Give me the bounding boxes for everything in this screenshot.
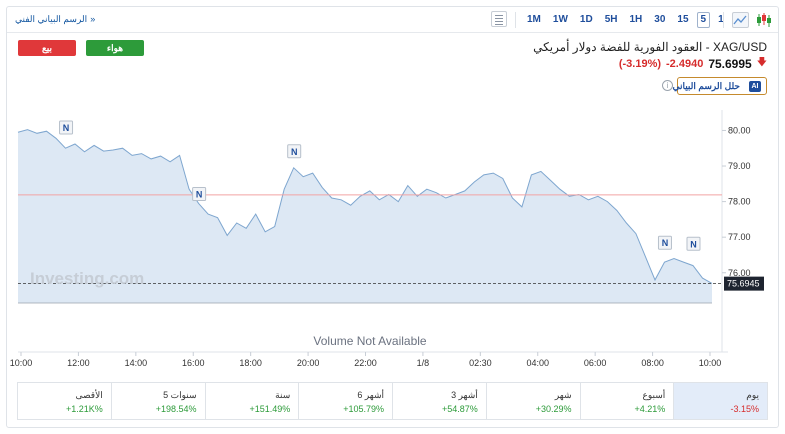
x-tick-label: 22:00: [354, 358, 377, 368]
performance-cell[interactable]: شهر +30.29%: [487, 383, 581, 419]
last-price-tag-label: 75.6945: [727, 279, 760, 289]
ai-analyze-chart-button[interactable]: حلل الرسم البياني AI: [672, 77, 767, 95]
timeframe-1d[interactable]: 1D: [579, 14, 593, 25]
performance-cell[interactable]: 5 سنوات +198.54%: [112, 383, 206, 419]
change-percent: (-3.19%): [618, 57, 662, 70]
last-price: 75.6995: [708, 56, 752, 71]
news-marker: [192, 187, 207, 201]
y-tick-label: 79.00: [728, 161, 751, 171]
line-chart-type-icon[interactable]: [732, 12, 749, 28]
toolbar-divider: [515, 12, 516, 28]
news-marker-label: N: [690, 239, 697, 249]
timeframe-15[interactable]: 15: [677, 14, 689, 25]
toolbar-divider: [723, 12, 724, 28]
y-tick-label: 76.00: [728, 268, 751, 278]
news-marker: [287, 144, 302, 159]
full-chart-link-label: الرسم البياني الفني: [15, 14, 88, 24]
chart-toolbar: الرسم البياني الفني» 1M 1W 1D 5H 1H 30 1…: [7, 7, 778, 33]
news-marker: [657, 235, 672, 250]
news-marker: [686, 236, 701, 251]
ai-badge: AI: [749, 81, 761, 92]
x-tick-label: 16:00: [182, 358, 205, 368]
news-marker: [59, 120, 74, 135]
ai-analyze-label: حلل الرسم البياني: [672, 81, 740, 91]
performance-value: +151.49%: [249, 404, 291, 414]
timeframe-1w[interactable]: 1W: [552, 14, 568, 25]
news-marker-label: N: [196, 190, 203, 200]
performance-period: 6 أشهر: [357, 390, 384, 400]
volume-not-available-label: Volume Not Available: [313, 334, 427, 348]
performance-cell[interactable]: الأقصى +1.21K%: [18, 383, 112, 419]
y-tick-label: 80.00: [728, 125, 751, 135]
performance-cell[interactable]: يوم -3.15%: [674, 383, 767, 419]
price-line: [17, 129, 713, 284]
performance-period: 5 سنوات: [163, 390, 197, 400]
news-marker-label: N: [291, 147, 298, 157]
double-chevron-right-icon: »: [90, 14, 96, 24]
performance-cell[interactable]: 3 أشهر +54.87%: [393, 383, 487, 419]
arrow-down-icon: 🡇: [756, 57, 767, 68]
performance-period: 3 أشهر: [451, 390, 478, 400]
x-tick-label: 1/8: [417, 358, 430, 368]
x-tick-label: 18:00: [239, 358, 262, 368]
performance-cell[interactable]: أسبوع +4.21%: [581, 383, 675, 419]
timeframe-5h[interactable]: 5H: [604, 14, 618, 25]
performance-value: -3.15%: [730, 404, 759, 414]
info-icon[interactable]: i: [662, 80, 673, 91]
performance-cell[interactable]: 6 أشهر +105.79%: [299, 383, 393, 419]
change-value: -2.4940: [666, 57, 704, 70]
x-tick-label: 12:00: [67, 358, 90, 368]
buy-button[interactable]: هواء: [86, 40, 144, 56]
x-tick-label: 20:00: [297, 358, 320, 368]
sell-button[interactable]: بيع: [18, 40, 76, 56]
performance-value: +30.29%: [535, 404, 572, 414]
y-tick-label: 77.00: [728, 232, 751, 242]
price-summary: (-3.19%) -2.4940 75.6995 🡇: [619, 55, 767, 72]
timeframe-1[interactable]: 1: [718, 14, 724, 25]
chart-menu-icon[interactable]: [491, 11, 507, 27]
timeframe-1m[interactable]: 1M: [527, 14, 541, 25]
price-chart[interactable]: 80.00 79.00 78.00 77.00 76.00 10:00 12:00 14:00…: [0, 0, 785, 375]
performance-period: شهر: [554, 390, 572, 400]
x-tick-label: 10:00: [699, 358, 722, 368]
y-tick-label: 78.00: [728, 197, 751, 207]
news-marker-label: N: [63, 123, 70, 133]
timeframe-selector: 1M 1W 1D 5H 1H 30 15 5 1: [523, 12, 732, 28]
timeframe-1h[interactable]: 1H: [629, 14, 643, 25]
performance-period: الأقصى: [75, 390, 103, 400]
x-tick-label: 08:00: [641, 358, 664, 368]
candlestick-chart-type-icon[interactable]: [755, 12, 772, 28]
x-tick-label: 04:00: [526, 358, 549, 368]
performance-value: +4.21%: [634, 404, 666, 414]
performance-strip: الأقصى +1.21K% 5 سنوات +198.54% سنة +151.49% 6…: [17, 382, 768, 420]
performance-value: +198.54%: [155, 404, 197, 414]
timeframe-5[interactable]: 5: [696, 12, 711, 28]
x-tick-label: 10:00: [10, 358, 33, 368]
performance-value: +105.79%: [343, 404, 384, 414]
full-chart-link[interactable]: الرسم البياني الفني»: [15, 14, 95, 25]
performance-value: +54.87%: [441, 404, 478, 414]
x-tick-label: 02:30: [469, 358, 492, 368]
performance-period: سنة: [275, 390, 291, 400]
instrument-title: XAG/USD - العقود الفورية للفضة دولار أمر…: [533, 40, 767, 54]
timeframe-30[interactable]: 30: [654, 14, 666, 25]
performance-cell[interactable]: سنة +151.49%: [206, 383, 300, 419]
performance-period: أسبوع: [642, 390, 666, 400]
performance-value: +1.21K%: [65, 404, 103, 414]
performance-period: يوم: [746, 390, 759, 400]
x-tick-label: 14:00: [125, 358, 148, 368]
news-marker-label: N: [662, 238, 669, 248]
last-price-tag: [724, 276, 764, 291]
investing-watermark: Investing.com: [30, 269, 144, 288]
price-area-fill: [18, 129, 712, 303]
x-tick-label: 06:00: [584, 358, 607, 368]
